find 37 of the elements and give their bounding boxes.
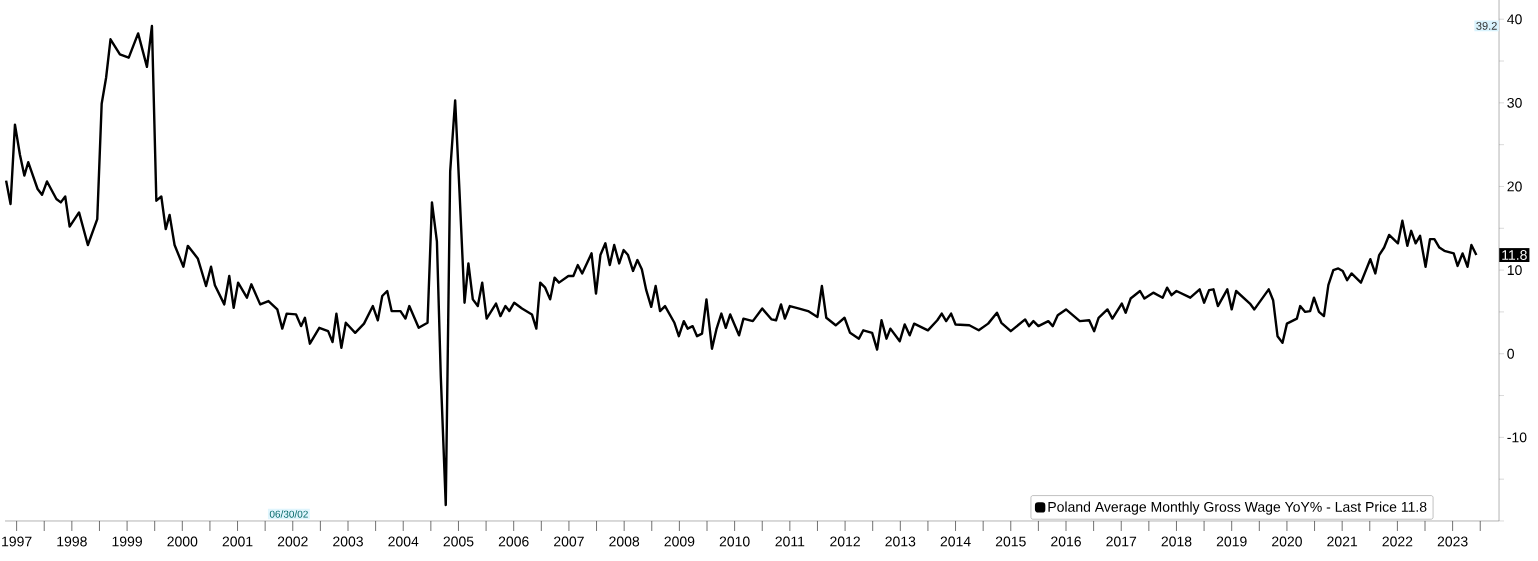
x-tick-label: 1998 [57,536,87,547]
x-tick-label: 2000 [167,536,198,547]
x-tick-label: 2023 [1437,536,1468,547]
x-tick-label: 2009 [664,536,695,547]
x-tick-label: 2001 [222,536,253,547]
x-tick-label: 2005 [443,536,474,547]
x-tick-label: 2021 [1327,536,1358,547]
x-tick-label: 2019 [1216,536,1247,547]
x-tick-label: 2003 [333,536,363,547]
x-tick-label: 2016 [1051,536,1081,547]
x-tick-label: 2014 [940,536,971,547]
x-tick-label: 2010 [719,536,750,547]
x-tick-label: 2004 [388,536,419,547]
x-tick-label: 2018 [1161,536,1192,547]
x-tick-label: 2008 [609,536,640,547]
x-tick-label: 2006 [498,536,529,547]
x-tick-label: 2011 [775,536,805,547]
text: 11.8 [1502,250,1527,261]
y-tick-label: 0 [1507,348,1515,359]
y-tick-label: 10 [1507,265,1522,276]
x-tick-label: 2015 [995,536,1026,547]
x-tick-label: 2013 [885,536,916,547]
y-tick-label: 30 [1507,97,1522,108]
x-tick-label: 2012 [830,536,860,547]
y-tick-label: 20 [1507,181,1522,192]
x-tick-label: 2022 [1382,536,1413,547]
x-tick-label: 2007 [554,536,584,547]
legend-label: Poland Average Monthly Gross Wage YoY% - Last Price 11.8 [1048,501,1427,515]
y-tick-label: 40 [1507,14,1522,25]
y-tick-label: -10 [1507,432,1527,443]
annotation: 06/30/02 [269,510,308,518]
x-tick-label: 2020 [1272,536,1302,547]
x-tick-label: 2002 [277,536,308,547]
x-tick-label: 2017 [1106,536,1137,547]
x-tick-label: 1999 [112,536,142,547]
x-tick-label: 1997 [2,536,32,547]
annotation: 39.2 [1476,22,1497,30]
